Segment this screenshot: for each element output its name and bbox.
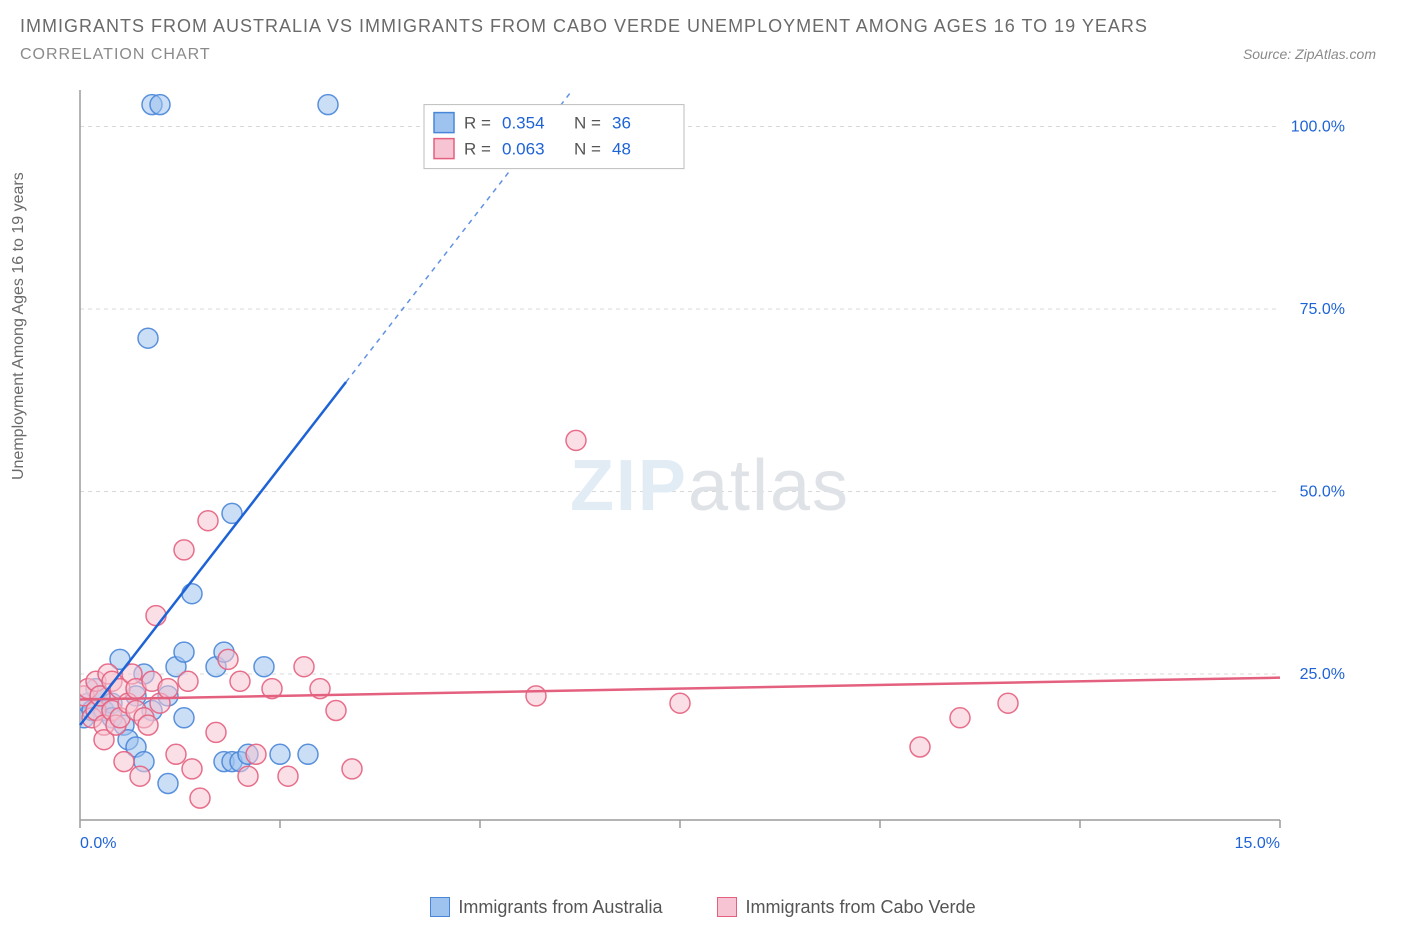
swatch-australia — [430, 897, 450, 917]
source-attribution: Source: ZipAtlas.com — [1243, 46, 1376, 62]
svg-text:N =: N = — [574, 140, 601, 159]
legend-item-australia: Immigrants from Australia — [430, 897, 662, 918]
y-axis-label: Unemployment Among Ages 16 to 19 years — [10, 172, 28, 480]
chart-svg: 25.0% 50.0% 75.0% 100.0% 0.0% 15.0% R = 0.354 N … — [70, 80, 1350, 860]
scatter-plot: 25.0% 50.0% 75.0% 100.0% 0.0% 15.0% R = 0.354 N … — [70, 80, 1350, 860]
bottom-legend: Immigrants from Australia Immigrants fro… — [0, 897, 1406, 923]
swatch-cabo-verde — [717, 897, 737, 917]
legend-item-cabo-verde: Immigrants from Cabo Verde — [717, 897, 975, 918]
svg-text:N =: N = — [574, 114, 601, 133]
svg-text:50.0%: 50.0% — [1300, 484, 1345, 501]
svg-text:100.0%: 100.0% — [1291, 119, 1345, 136]
svg-text:R =: R = — [464, 140, 491, 159]
legend-label-cabo-verde: Immigrants from Cabo Verde — [745, 897, 975, 918]
svg-text:36: 36 — [612, 114, 631, 133]
svg-text:0.354: 0.354 — [502, 114, 545, 133]
svg-text:15.0%: 15.0% — [1235, 835, 1280, 852]
chart-title: IMMIGRANTS FROM AUSTRALIA VS IMMIGRANTS … — [20, 16, 1148, 37]
svg-text:75.0%: 75.0% — [1300, 301, 1345, 318]
svg-text:48: 48 — [612, 140, 631, 159]
chart-subtitle: CORRELATION CHART — [20, 46, 211, 64]
svg-text:25.0%: 25.0% — [1300, 666, 1345, 683]
legend-label-australia: Immigrants from Australia — [458, 897, 662, 918]
svg-text:0.0%: 0.0% — [80, 835, 116, 852]
svg-text:R =: R = — [464, 114, 491, 133]
svg-text:0.063: 0.063 — [502, 140, 545, 159]
